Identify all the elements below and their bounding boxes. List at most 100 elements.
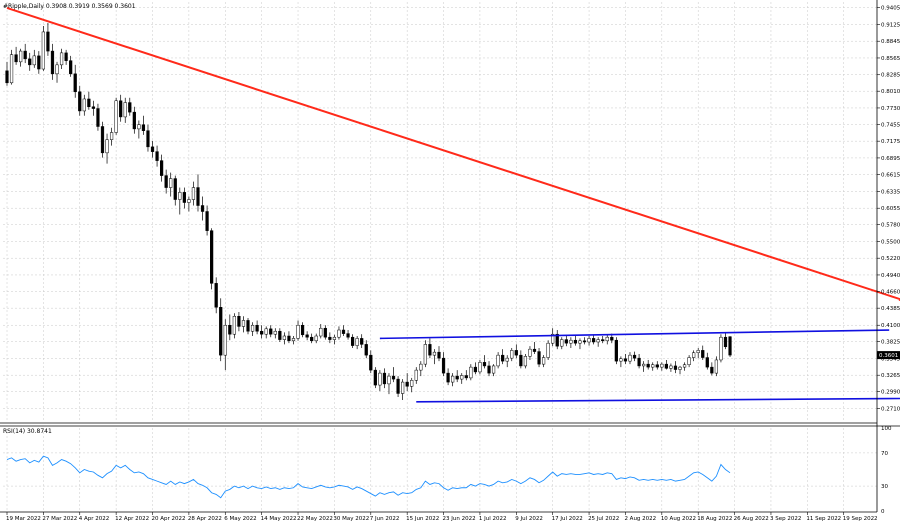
candle-body: [310, 336, 314, 342]
candle: [391, 367, 396, 383]
candle-body: [341, 329, 346, 334]
trendlines: [6, 7, 900, 403]
candle-body: [9, 54, 14, 84]
time-tick-label: 19 Sep 2022: [843, 516, 878, 522]
candle: [119, 94, 123, 122]
candle-body: [660, 363, 664, 368]
candle: [541, 355, 546, 368]
candle: [328, 332, 332, 344]
candle: [187, 196, 191, 212]
candle-body: [73, 73, 77, 93]
candle-body: [200, 205, 205, 212]
price-tick-label: 0.6055: [881, 206, 900, 212]
candle-body: [19, 50, 23, 63]
candle: [19, 48, 23, 67]
time-tick-label: 11 Sep 2022: [806, 516, 841, 522]
candlestick-series: [5, 22, 732, 401]
candle: [701, 345, 705, 360]
candle-body: [146, 130, 150, 148]
candle: [623, 353, 628, 365]
candle-body: [87, 98, 91, 108]
candle: [282, 332, 287, 345]
candle: [401, 379, 405, 401]
candle: [73, 64, 77, 98]
price-tick-label: 0.8845: [881, 39, 900, 45]
candle: [237, 312, 241, 332]
trendline: [379, 329, 890, 340]
candle-body: [423, 344, 427, 365]
candle: [219, 298, 223, 362]
candle: [628, 352, 632, 365]
candle: [341, 325, 346, 337]
price-tick-label: 0.2990: [881, 390, 900, 396]
candle: [673, 361, 678, 374]
candle: [523, 353, 528, 369]
candle: [591, 334, 596, 345]
candle: [314, 333, 318, 344]
candle: [460, 373, 464, 384]
time-tick-label: 28 Apr 2022: [188, 516, 222, 522]
candle-body: [682, 364, 687, 368]
candle: [323, 325, 327, 340]
candle-body: [246, 320, 250, 332]
candle-body: [628, 354, 632, 362]
candle-body: [141, 124, 146, 131]
candle-body: [560, 339, 564, 347]
candle: [705, 352, 709, 370]
price-tick-label: 0.3265: [881, 373, 900, 379]
candle: [210, 228, 214, 290]
time-tick-label: 20 Apr 2022: [152, 516, 186, 522]
candle-body: [78, 91, 82, 112]
candle: [360, 334, 364, 348]
candle: [269, 325, 273, 338]
candle: [255, 320, 259, 335]
candle: [560, 337, 564, 350]
candle: [87, 91, 91, 110]
candle: [496, 352, 500, 369]
candle-body: [196, 187, 200, 206]
candle: [605, 334, 609, 345]
candle: [364, 340, 368, 359]
time-tick-label: 19 Mar 2022: [6, 516, 41, 522]
rsi-tick-label: 0: [881, 509, 885, 515]
candle-body: [523, 356, 528, 367]
candle-body: [237, 316, 241, 327]
candle: [273, 328, 277, 339]
candle-body: [410, 380, 414, 387]
candle-body: [491, 365, 496, 374]
candle: [519, 350, 523, 369]
rsi-label: RSI(14) 30.8741: [3, 428, 52, 435]
candle: [287, 331, 291, 344]
candle-body: [223, 324, 227, 356]
candle-body: [64, 52, 68, 61]
candle: [551, 328, 555, 347]
candle-body: [646, 363, 650, 368]
candle: [555, 330, 559, 350]
candle: [482, 355, 487, 369]
candle-body: [100, 126, 105, 154]
price-tick-label: 0.8010: [881, 89, 900, 95]
rsi-grid: [3, 428, 877, 511]
candle: [451, 373, 455, 387]
candle-body: [291, 338, 296, 342]
candle-body: [473, 366, 477, 373]
candle: [669, 363, 673, 372]
candle: [642, 361, 646, 372]
candle-body: [405, 381, 409, 387]
candle-body: [632, 354, 637, 359]
candle-body: [487, 365, 491, 374]
price-tick-label: 0.5220: [881, 256, 900, 262]
time-tick-label: 7 Jun 2022: [370, 516, 400, 522]
candle-body: [414, 369, 418, 381]
candle-body: [382, 372, 387, 385]
candle-body: [260, 330, 264, 335]
candle: [191, 181, 196, 206]
candle-body: [501, 354, 505, 362]
candle: [582, 337, 587, 345]
candle: [619, 356, 623, 368]
price-tick-label: 0.9405: [881, 6, 900, 12]
time-tick-label: 22 May 2022: [297, 516, 333, 522]
candle: [728, 336, 732, 358]
